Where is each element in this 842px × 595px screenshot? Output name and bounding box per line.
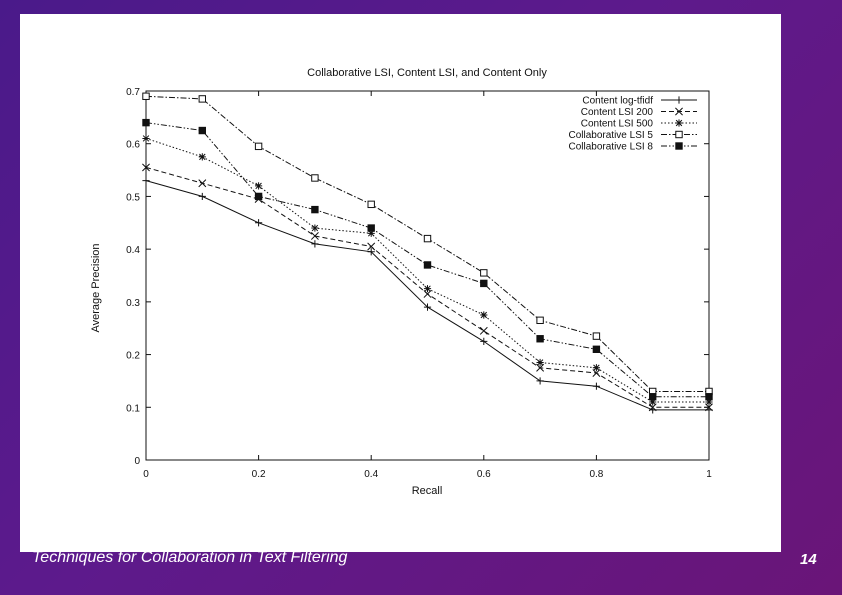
data-point [705, 393, 713, 401]
chart-title: Collaborative LSI, Content LSI, and Cont… [307, 67, 547, 79]
y-tick-label: 0.4 [126, 245, 140, 256]
series-line [145, 122, 709, 398]
x-tick-label: 1 [706, 469, 712, 480]
data-point [536, 335, 544, 343]
data-point [592, 364, 600, 372]
data-point [367, 248, 375, 256]
data-point [367, 229, 375, 237]
y-axis-label: Average Precision [90, 243, 102, 332]
legend-label: Content log-tfidf [582, 96, 653, 107]
y-tick-label: 0.2 [126, 351, 140, 362]
data-point [423, 285, 432, 293]
series-2 [142, 134, 713, 406]
data-point [142, 92, 150, 100]
data-point [142, 134, 150, 143]
y-tick-label: 0.1 [126, 403, 140, 414]
data-point [592, 332, 601, 340]
y-tick-label: 0.5 [126, 192, 140, 203]
data-point [198, 192, 206, 201]
legend-label: Content LSI 200 [581, 107, 654, 118]
data-point [423, 261, 432, 269]
y-tick-label: 0 [134, 456, 140, 467]
data-point [367, 200, 375, 209]
data-point [255, 182, 263, 190]
data-point [479, 326, 488, 335]
data-point [142, 163, 150, 172]
legend-label: Collaborative LSI 5 [569, 130, 654, 141]
data-point [536, 316, 544, 325]
data-point [142, 177, 150, 185]
legend-label: Collaborative LSI 8 [569, 142, 654, 153]
data-point [480, 311, 488, 319]
data-point [198, 179, 207, 188]
x-tick-label: 0.8 [589, 469, 603, 480]
data-point [255, 219, 263, 227]
legend-marker [675, 119, 683, 127]
data-point [311, 174, 319, 182]
legend-marker [675, 96, 683, 104]
data-point [198, 153, 206, 161]
x-tick-label: 0.4 [364, 469, 378, 480]
data-point [367, 224, 375, 232]
data-point [480, 279, 488, 288]
legend-label: Content LSI 500 [581, 119, 654, 130]
data-point [649, 393, 657, 401]
line-chart: Collaborative LSI, Content LSI, and Cont… [90, 67, 713, 497]
data-point [311, 240, 319, 248]
series-line [145, 180, 709, 411]
legend-marker [675, 142, 683, 150]
data-point [423, 234, 432, 243]
data-point [592, 345, 601, 354]
y-tick-label: 0.6 [126, 140, 140, 151]
series-layer [142, 92, 713, 414]
series-3 [142, 92, 713, 396]
x-tick-label: 0 [143, 469, 149, 480]
data-point [310, 232, 319, 240]
legend-marker [675, 107, 683, 116]
y-tick-label: 0.7 [126, 87, 140, 98]
data-point [423, 303, 432, 311]
plot-area-frame [145, 90, 710, 461]
x-axis: 0 0.2 0.4 0.6 0.8 1 [143, 91, 712, 480]
data-point [254, 192, 263, 201]
data-point [311, 224, 319, 232]
data-point [536, 358, 544, 367]
x-tick-label: 0.6 [477, 469, 491, 480]
page-number: 14 [800, 551, 817, 568]
data-point [705, 398, 713, 406]
series-line [145, 137, 709, 403]
data-point [198, 126, 207, 135]
data-point [480, 337, 488, 345]
series-4 [142, 118, 713, 401]
data-point [198, 95, 207, 103]
footer-caption: Techniques for Collaboration in Text Fil… [32, 549, 348, 566]
series-0 [142, 177, 713, 414]
data-point [536, 377, 544, 385]
data-point [311, 205, 319, 214]
y-axis: 0 0.1 0.2 0.3 0.4 0.5 0.6 0.7 [126, 87, 709, 467]
data-point [592, 382, 600, 390]
chart-panel: Collaborative LSI, Content LSI, and Cont… [20, 14, 781, 552]
y-tick-label: 0.3 [126, 298, 140, 309]
data-point [480, 269, 488, 277]
data-point [367, 242, 376, 251]
data-point [142, 118, 150, 127]
x-axis-label: Recall [412, 485, 443, 497]
legend-marker [675, 130, 683, 139]
data-point [649, 398, 657, 406]
x-tick-label: 0.2 [252, 469, 266, 480]
data-point [254, 142, 263, 151]
